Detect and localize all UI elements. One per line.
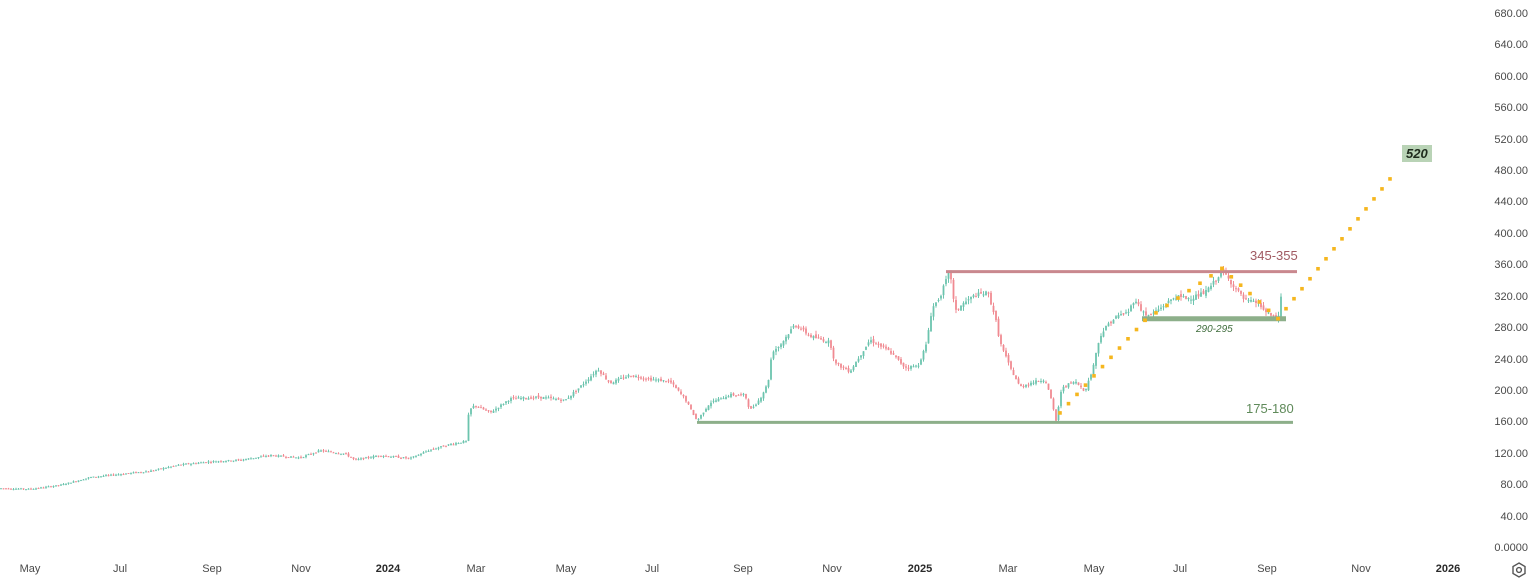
projection-dot — [1187, 288, 1191, 293]
projection-dot — [1308, 276, 1312, 281]
price-tick-label: 160.00 — [1494, 416, 1528, 429]
time-tick-label: 2025 — [907, 563, 933, 575]
projection-dot — [1388, 177, 1392, 181]
projection-dot — [1075, 392, 1079, 397]
projection-dot — [1083, 383, 1088, 387]
settings-gear-icon[interactable] — [1510, 561, 1528, 579]
time-tick-label: 2026 — [1435, 563, 1461, 575]
projection-dot — [1348, 227, 1352, 231]
projection-dot — [1117, 346, 1122, 350]
time-tick-label: May — [555, 563, 577, 575]
projection-dot — [1257, 300, 1262, 304]
projection-dot — [1143, 318, 1147, 323]
time-tick-label: Nov — [1351, 563, 1371, 575]
time-tick-label: Sep — [733, 563, 753, 575]
projection-dot — [1220, 266, 1224, 271]
projection-dot — [1372, 197, 1376, 201]
projection-dot — [1332, 247, 1336, 251]
projection-dot — [1176, 296, 1180, 300]
price-tick-label: 400.00 — [1494, 227, 1528, 240]
price-tick-label: 680.00 — [1494, 7, 1528, 20]
price-tick-label: 80.00 — [1500, 479, 1528, 492]
price-tick-label: 40.00 — [1500, 510, 1528, 523]
time-tick-label: Jul — [1172, 563, 1188, 575]
price-tick-label: 480.00 — [1494, 165, 1528, 178]
price-tick-label: 600.00 — [1494, 70, 1528, 83]
projection-dot — [1356, 217, 1360, 221]
projection-dot — [1134, 327, 1139, 332]
price-tick-label: 560.00 — [1494, 102, 1528, 115]
price-tick-label: 440.00 — [1494, 196, 1528, 209]
projection-dot — [1126, 336, 1130, 341]
candles — [0, 266, 1282, 491]
price-tick-label: 520.00 — [1494, 133, 1528, 146]
projection-dot — [1248, 291, 1252, 296]
time-tick-label: May — [19, 563, 41, 575]
time-tick-label: Mar — [998, 563, 1018, 575]
target-badge[interactable]: 520 — [1402, 145, 1432, 162]
support-label: 175-180 — [1246, 401, 1294, 416]
projection-dot — [1284, 306, 1288, 311]
price-tick-label: 360.00 — [1494, 259, 1528, 272]
price-tick-label: 0.0000 — [1494, 542, 1528, 554]
projection-dot — [1266, 308, 1271, 313]
projection-dot — [1154, 311, 1158, 315]
time-tick-label: 2024 — [375, 563, 401, 575]
projection-dot — [1238, 283, 1243, 287]
projection-dot — [1209, 274, 1213, 278]
resistance-label: 345-355 — [1250, 248, 1298, 263]
time-tick-label: Mar — [466, 563, 486, 575]
price-tick-label: 240.00 — [1494, 353, 1528, 366]
time-tick-label: Nov — [822, 563, 842, 575]
time-tick-label: Sep — [202, 563, 222, 575]
projection-dot — [1300, 286, 1304, 291]
projection-dot — [1100, 364, 1105, 369]
projection-dot — [1292, 296, 1296, 301]
projection-dot — [1324, 256, 1328, 261]
projection-dot — [1276, 316, 1280, 321]
projection-dot — [1198, 281, 1202, 286]
mid-support-label: 290-295 — [1196, 324, 1233, 335]
projection-dot — [1092, 374, 1096, 378]
projection-dot — [1229, 275, 1234, 279]
projection-dot — [1058, 411, 1062, 415]
projection-dot — [1109, 355, 1113, 360]
projection-dot — [1364, 207, 1368, 211]
price-tick-label: 280.00 — [1494, 322, 1528, 335]
projection-dot — [1165, 303, 1169, 308]
price-tick-label: 640.00 — [1494, 39, 1528, 52]
price-tick-label: 320.00 — [1494, 290, 1528, 303]
price-tick-label: 200.00 — [1494, 384, 1528, 397]
projection-dot — [1340, 237, 1344, 241]
projection-dot — [1316, 266, 1320, 271]
time-tick-label: Jul — [112, 563, 128, 575]
time-tick-label: Sep — [1257, 563, 1277, 575]
time-tick-label: May — [1083, 563, 1105, 575]
price-tick-label: 120.00 — [1494, 447, 1528, 460]
time-tick-label: Jul — [644, 563, 660, 575]
projection-dot — [1066, 401, 1071, 406]
projection-dot — [1380, 187, 1384, 191]
time-tick-label: Nov — [291, 563, 311, 575]
